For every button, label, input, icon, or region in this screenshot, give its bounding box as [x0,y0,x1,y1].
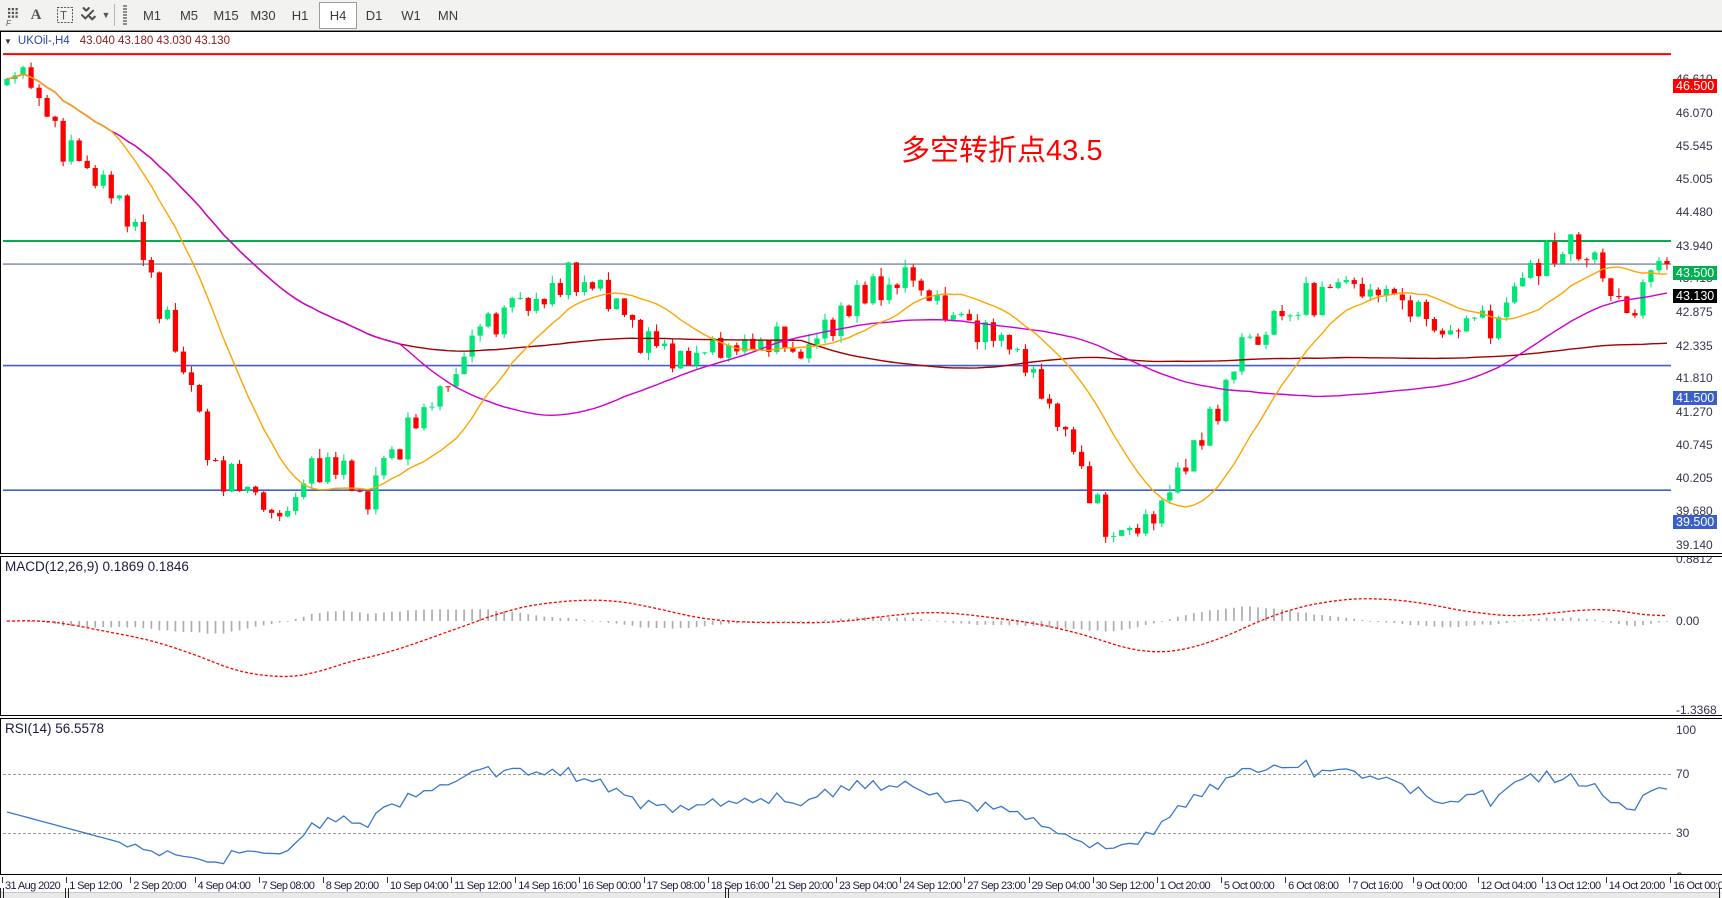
svg-text:T: T [60,10,67,22]
